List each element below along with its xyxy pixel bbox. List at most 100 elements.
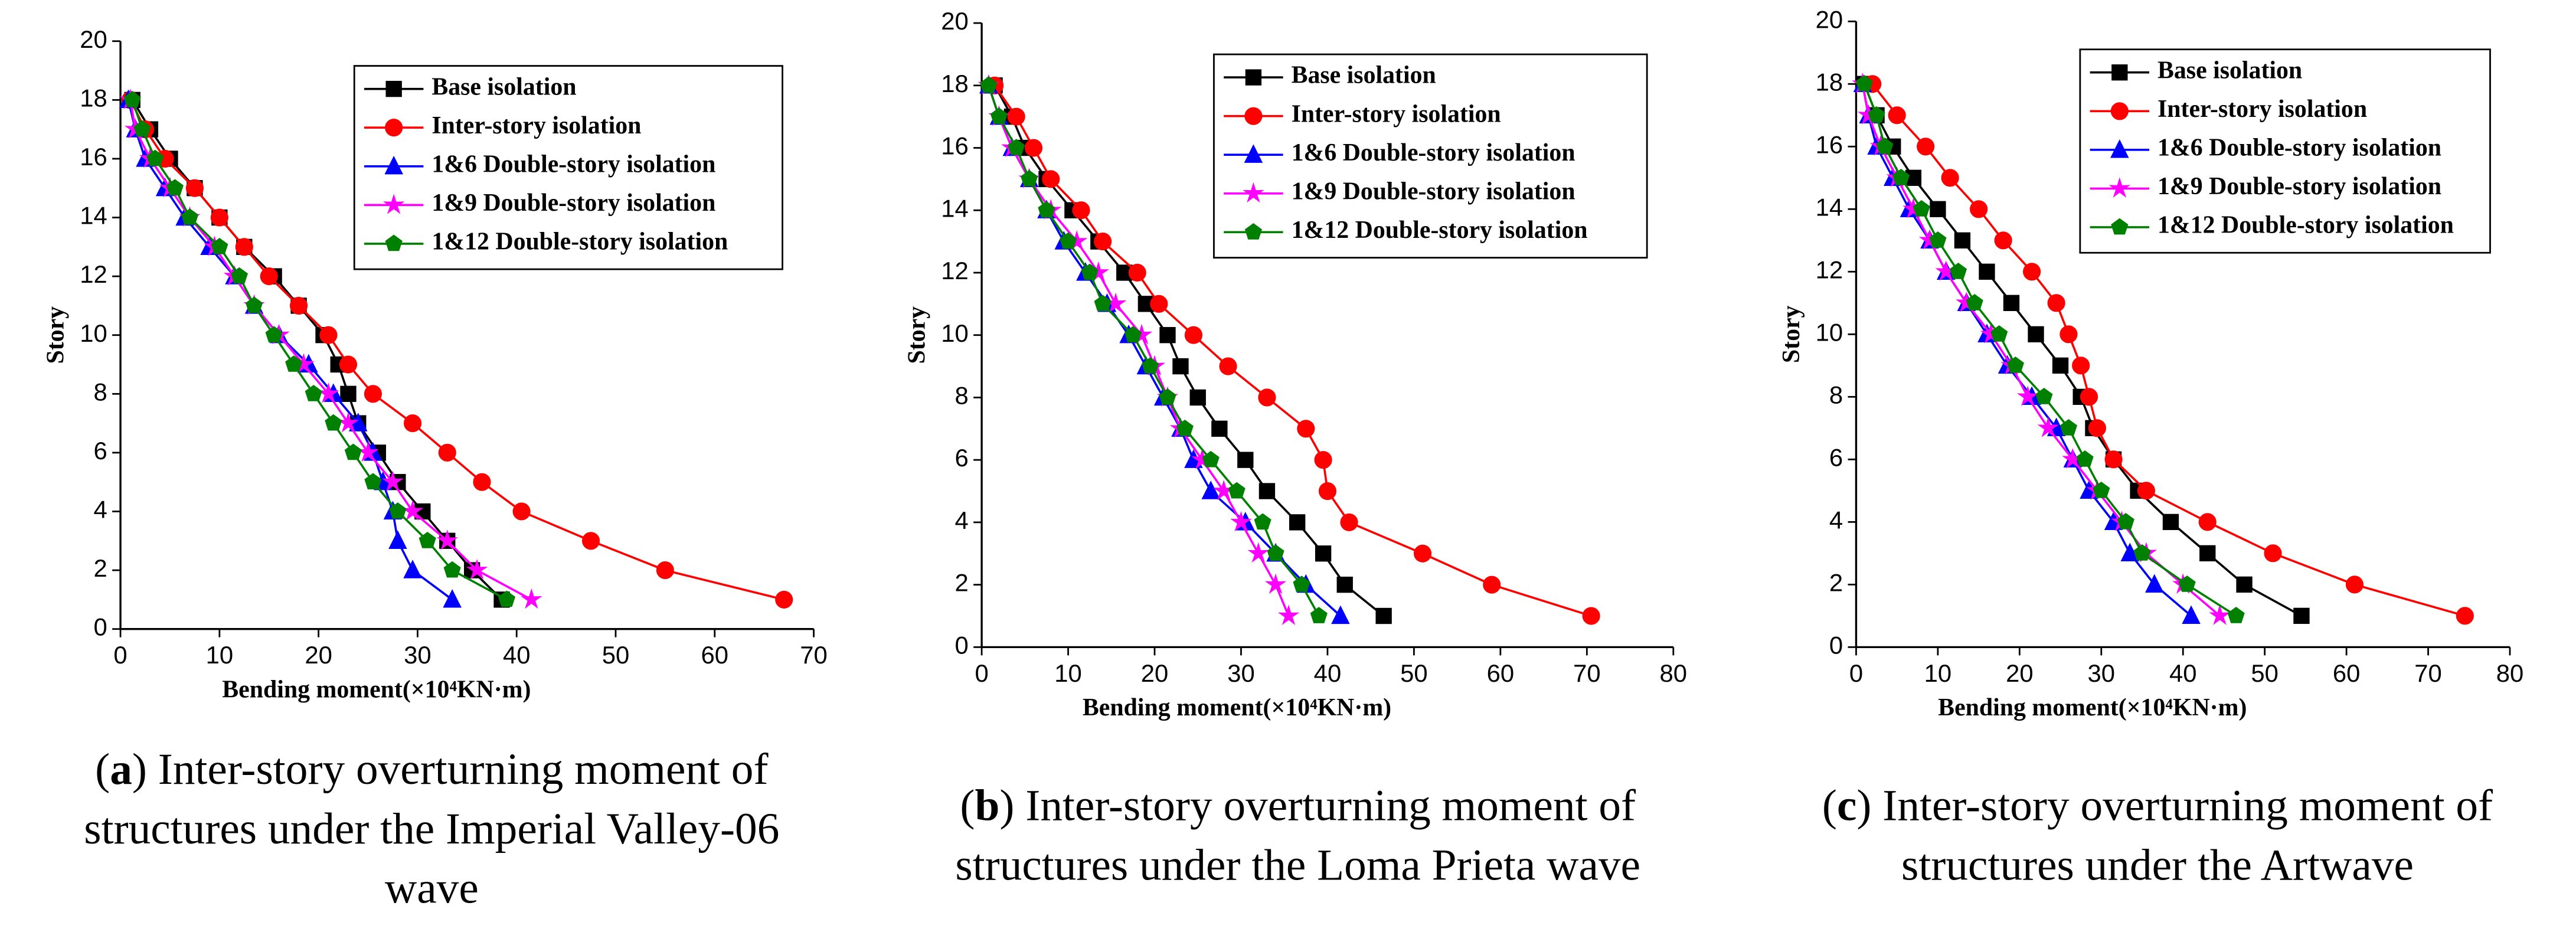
marker [2037,417,2059,437]
caption-line: structures under the Imperial Valley-06 [84,805,779,853]
x-axis-label: Bending moment(×10⁴KN·m) [1083,694,1391,721]
y-tick-label: 18 [941,70,969,97]
x-tick-label: 70 [2414,659,2442,687]
marker [2264,544,2282,563]
x-tick-label: 50 [2251,659,2278,687]
marker [1267,544,1284,561]
marker [2060,325,2078,344]
marker [521,588,542,609]
marker [2035,388,2053,404]
marker [385,119,403,137]
marker [1970,200,1988,218]
marker [1150,295,1168,313]
chart: 0 10 20 30 40 50 60 70 80 0 2 4 6 8 10 12 14 16 18 20 Bendin… [1778,5,2523,890]
marker [185,179,204,197]
marker [1979,263,1995,280]
marker [1094,295,1112,312]
marker [2111,64,2128,81]
legend-label: Inter-story isolation [431,112,641,139]
x-tick-label: 30 [1227,659,1255,687]
y-tick-label: 6 [955,444,969,472]
x-tick-label: 40 [2169,659,2197,687]
marker [133,120,151,137]
marker [2345,575,2364,594]
marker [389,502,407,519]
caption-part: ) Inter-story overturning moment of [999,781,1636,830]
marker [2110,102,2129,120]
marker [2016,385,2039,406]
x-tick-label: 0 [113,641,127,669]
marker [1008,139,1025,155]
marker [2209,604,2231,625]
marker [1310,607,1328,623]
marker [1247,542,1269,563]
marker [1297,420,1315,438]
marker [403,414,422,433]
x-tick-label: 0 [1849,659,1863,687]
marker [388,530,407,549]
marker [2104,450,2123,469]
marker [339,355,358,374]
y-tick-label: 2 [93,554,107,582]
legend-label: 1&6 Double-story isolation [431,151,715,178]
y-tick-label: 0 [93,613,107,641]
y-tick-label: 12 [80,260,107,288]
x-tick-label: 60 [2333,659,2361,687]
marker [1211,420,1228,437]
marker [1954,232,1971,248]
legend-box [353,65,783,270]
marker [319,326,338,344]
marker [443,561,461,578]
marker [2076,450,2094,467]
marker [980,76,998,93]
marker [775,590,793,609]
y-tick-label: 20 [1816,5,1843,33]
marker [265,326,283,343]
marker [473,473,491,491]
marker [466,558,488,580]
marker [2072,357,2090,375]
y-tick-label: 2 [955,569,969,597]
marker [1189,389,1206,406]
marker [1243,182,1264,203]
x-tick-label: 20 [1141,659,1169,687]
y-tick-label: 18 [1816,68,1843,96]
marker [990,107,1008,125]
marker [123,91,141,107]
marker [2080,388,2098,406]
legend-label: 1&9 Double-story isolation [431,189,715,217]
y-tick-label: 8 [93,378,107,405]
marker [1244,223,1262,240]
marker [1483,575,1501,594]
y-tick-label: 20 [941,7,969,35]
caption-part: ) Inter-story overturning moment of [1856,781,2493,830]
marker [1314,451,1332,469]
marker [1038,201,1055,218]
x-tick-label: 50 [602,641,630,669]
legend-box [1213,53,1648,259]
marker [1331,605,1350,624]
marker [1413,544,1432,563]
marker [364,385,382,403]
y-tick-label: 4 [93,496,107,524]
x-tick-label: 10 [1054,659,1082,687]
marker [1258,483,1276,499]
y-tick-label: 10 [1816,318,1843,346]
x-tick-label: 60 [1487,659,1515,687]
marker [2198,513,2217,531]
x-tick-label: 80 [2496,659,2524,687]
y-tick-label: 20 [80,25,107,53]
y-tick-label: 8 [1829,381,1843,408]
y-tick-label: 4 [1829,506,1843,534]
marker [1929,231,1947,248]
x-tick-label: 60 [701,641,729,669]
caption-line: structures under the Artwave [1901,841,2414,890]
legend-label: Base isolation [2157,57,2302,84]
marker [181,208,199,225]
caption-line: wave [385,864,479,913]
marker [1318,482,1337,501]
marker [2293,607,2310,624]
marker [2199,545,2216,562]
marker [1949,262,1967,279]
